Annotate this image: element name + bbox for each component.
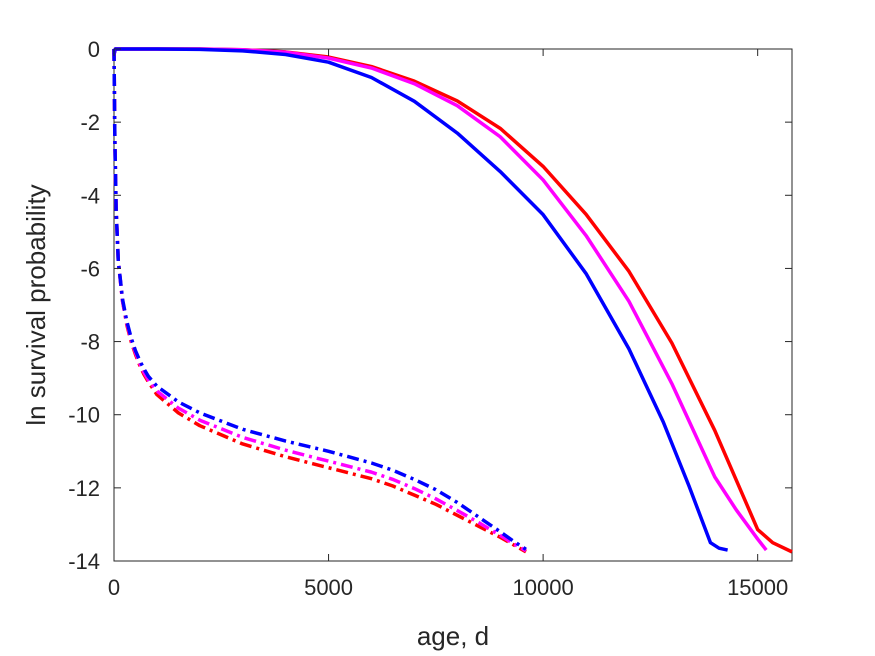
series-line-6 (112, 48, 527, 551)
y-tick-label: -8 (80, 330, 100, 355)
x-tick-label: 0 (108, 575, 120, 600)
y-tick-label: -14 (68, 549, 100, 574)
y-tick-label: -10 (68, 403, 100, 428)
y-tick-label: -12 (68, 476, 100, 501)
x-tick-label: 15000 (727, 575, 788, 600)
y-tick-label: 0 (88, 37, 100, 62)
x-axis-label: age, d (417, 621, 489, 651)
x-tick-label: 5000 (304, 575, 353, 600)
y-tick-label: -6 (80, 256, 100, 281)
series-layer (112, 47, 793, 554)
y-tick-label: -2 (80, 110, 100, 135)
y-axis-label: ln survival probability (21, 184, 51, 425)
plot-area (113, 48, 793, 562)
series-line-3 (112, 47, 728, 552)
y-tick-label: -4 (80, 183, 100, 208)
x-tick-label: 10000 (513, 575, 574, 600)
tick-layer: 0 5000 10000 15000 -14 -12 -10 -8 -6 -4 -2 0 (68, 37, 792, 600)
